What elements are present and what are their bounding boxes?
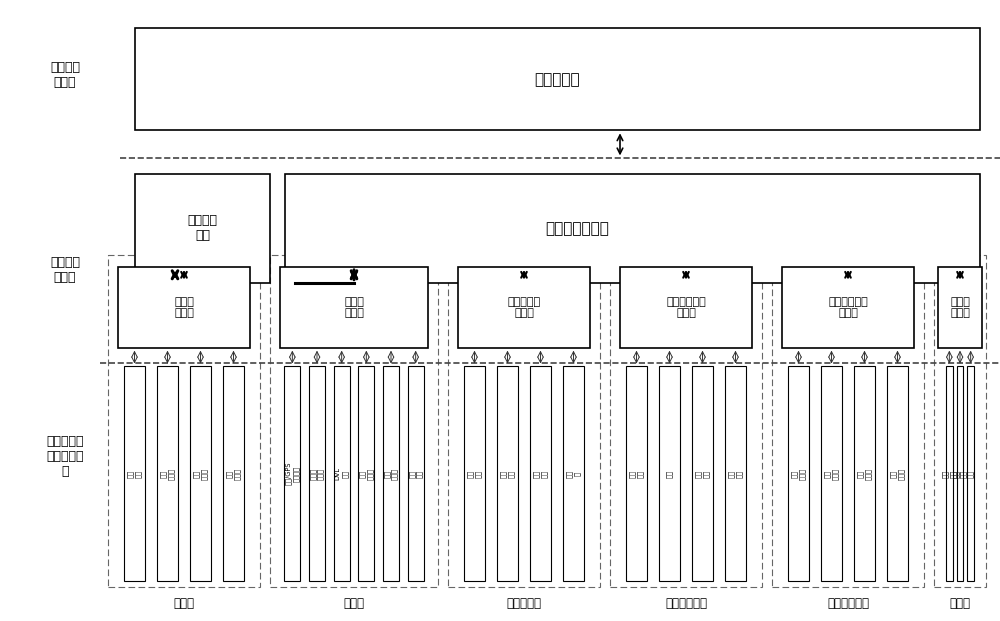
Bar bbox=[967, 366, 974, 581]
Text: 盐度
传感器: 盐度 传感器 bbox=[824, 468, 839, 479]
Bar bbox=[285, 174, 980, 283]
Bar bbox=[887, 366, 908, 581]
Bar bbox=[854, 366, 875, 581]
Bar bbox=[957, 366, 963, 581]
Text: 主动
声呐: 主动 声呐 bbox=[467, 469, 482, 478]
Text: 超短
基线: 超短 基线 bbox=[409, 469, 423, 478]
Bar bbox=[788, 366, 809, 581]
Bar bbox=[725, 366, 746, 581]
Text: 标准化执行
器与传感器
层: 标准化执行 器与传感器 层 bbox=[46, 435, 84, 478]
Text: 综合控制
处理层: 综合控制 处理层 bbox=[50, 256, 80, 284]
Text: 姿态
传感器: 姿态 传感器 bbox=[384, 468, 398, 479]
Text: 温度
传感器: 温度 传感器 bbox=[791, 468, 806, 479]
Text: 被动
声呐: 被动 声呐 bbox=[500, 469, 515, 478]
Text: 摄像
仪器: 摄像 仪器 bbox=[127, 469, 142, 478]
Text: 岸基通信
单元: 岸基通信 单元 bbox=[188, 214, 218, 242]
Bar bbox=[938, 267, 982, 348]
Bar bbox=[358, 366, 374, 581]
Text: 无线
电台: 无线 电台 bbox=[953, 469, 967, 478]
Bar bbox=[772, 255, 924, 587]
Text: DVL
声呐: DVL 声呐 bbox=[335, 467, 348, 480]
Text: 能源与动力区: 能源与动力区 bbox=[665, 597, 707, 610]
Text: 深度
传感器: 深度 传感器 bbox=[359, 468, 373, 479]
Bar bbox=[530, 366, 551, 581]
Text: 辅助传感器区: 辅助传感器区 bbox=[827, 597, 869, 610]
Bar bbox=[124, 366, 145, 581]
Text: 通信区: 通信区 bbox=[950, 597, 971, 610]
Bar bbox=[563, 366, 584, 581]
Text: 导航区
控制器: 导航区 控制器 bbox=[344, 297, 364, 318]
Text: 控制
执行器: 控制 执行器 bbox=[193, 468, 208, 479]
Text: 推进
电机: 推进 电机 bbox=[629, 469, 644, 478]
Bar bbox=[620, 267, 752, 348]
Bar bbox=[223, 366, 244, 581]
Bar bbox=[280, 267, 428, 348]
Text: 北斗/GPS
定位装置: 北斗/GPS 定位装置 bbox=[285, 462, 299, 485]
Text: 流速
传感器: 流速 传感器 bbox=[857, 468, 872, 479]
Text: 用户区
控制器: 用户区 控制器 bbox=[174, 297, 194, 318]
Text: 水听
传感器: 水听 传感器 bbox=[890, 468, 905, 479]
Bar bbox=[135, 174, 270, 283]
Bar bbox=[821, 366, 842, 581]
Text: 探照
灯: 探照 灯 bbox=[566, 469, 581, 478]
Text: 导航区: 导航区 bbox=[344, 597, 365, 610]
Bar bbox=[934, 255, 986, 587]
Bar bbox=[464, 366, 485, 581]
Bar bbox=[270, 255, 438, 587]
Text: 探测
传感器: 探测 传感器 bbox=[226, 468, 241, 479]
Text: 摄像
仪器: 摄像 仪器 bbox=[533, 469, 548, 478]
Bar bbox=[692, 366, 713, 581]
Text: 电池
管理: 电池 管理 bbox=[695, 469, 710, 478]
Bar bbox=[497, 366, 518, 581]
Text: 光纤: 光纤 bbox=[967, 469, 974, 478]
Bar bbox=[108, 255, 260, 587]
Text: 通信区
控制器: 通信区 控制器 bbox=[950, 297, 970, 318]
Bar bbox=[118, 267, 250, 348]
Bar bbox=[458, 267, 590, 348]
Bar bbox=[946, 366, 953, 581]
Text: 水声
通信: 水声 通信 bbox=[942, 469, 956, 478]
Bar bbox=[157, 366, 178, 581]
Text: 能源与动力区
控制器: 能源与动力区 控制器 bbox=[666, 297, 706, 318]
Text: 用户区: 用户区 bbox=[174, 597, 194, 610]
Bar bbox=[782, 267, 914, 348]
Bar bbox=[284, 366, 300, 581]
Bar bbox=[626, 366, 647, 581]
Text: 探测载荷区
控制器: 探测载荷区 控制器 bbox=[507, 297, 541, 318]
Bar bbox=[334, 366, 350, 581]
Text: 多普勒
计程仪: 多普勒 计程仪 bbox=[310, 468, 324, 479]
Bar bbox=[190, 366, 211, 581]
Bar bbox=[448, 255, 600, 587]
Bar bbox=[383, 366, 399, 581]
Bar bbox=[135, 28, 980, 130]
Bar bbox=[610, 255, 762, 587]
Text: 舵机: 舵机 bbox=[666, 469, 673, 478]
Text: 探测载荷区: 探测载荷区 bbox=[507, 597, 542, 610]
Text: 主控计算
决策层: 主控计算 决策层 bbox=[50, 60, 80, 89]
Text: 以太网主干网络: 以太网主干网络 bbox=[545, 220, 609, 236]
Text: 导航
传感器: 导航 传感器 bbox=[160, 468, 175, 479]
Text: 主控计算机: 主控计算机 bbox=[535, 71, 580, 87]
Bar bbox=[659, 366, 680, 581]
Text: 辅助传感器区
控制器: 辅助传感器区 控制器 bbox=[828, 297, 868, 318]
Bar bbox=[408, 366, 424, 581]
Text: 电源
分配: 电源 分配 bbox=[728, 469, 743, 478]
Bar bbox=[309, 366, 325, 581]
